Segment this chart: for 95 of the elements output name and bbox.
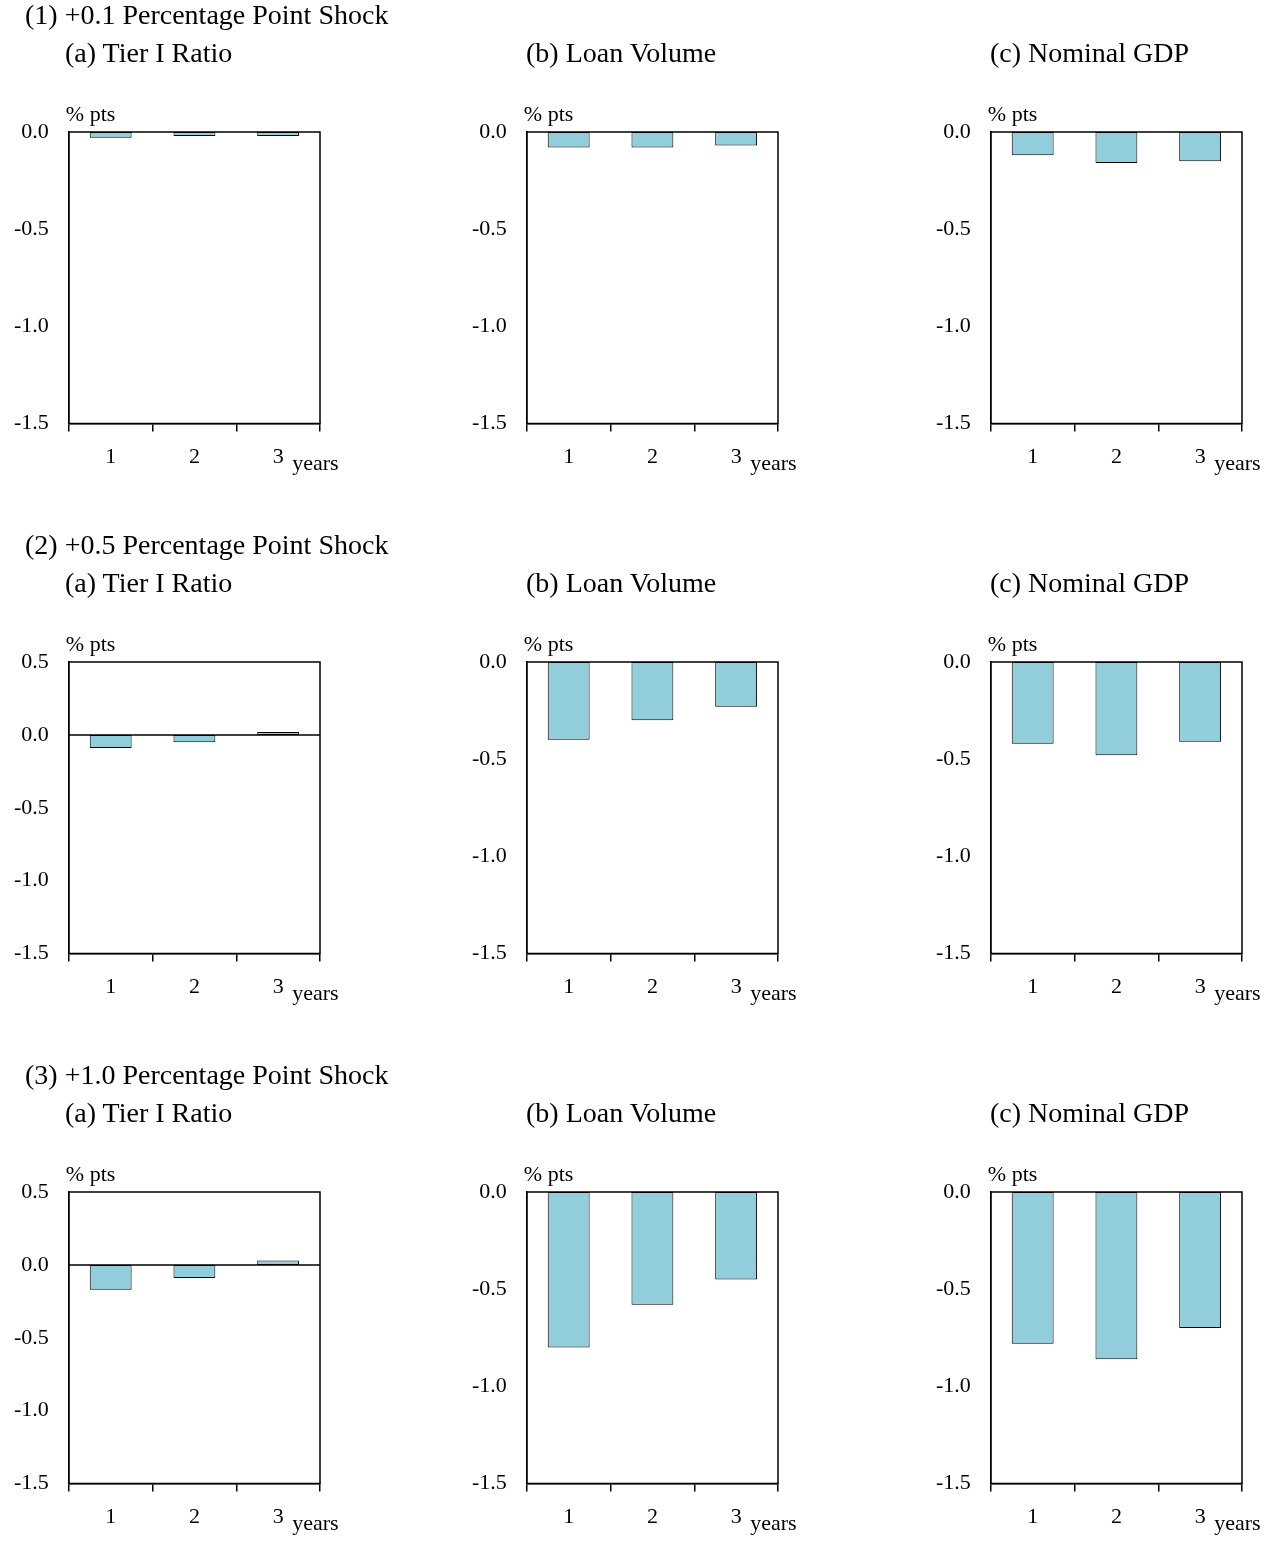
y-tick-label: -1.5	[472, 1469, 507, 1495]
x-axis-title: years	[750, 980, 797, 1006]
y-tick-label: 0.0	[21, 117, 49, 143]
x-tick-label: 1	[1027, 972, 1039, 998]
y-axis-title: % pts	[523, 100, 574, 126]
y-tick-label: -1.5	[936, 1469, 971, 1495]
chart-title: (c) Nominal GDP	[990, 37, 1190, 68]
x-axis-title: years	[750, 450, 797, 476]
y-tick-label: -1.5	[14, 939, 49, 965]
chart-title: (c) Nominal GDP	[990, 567, 1190, 598]
y-tick-label: 0.0	[943, 647, 971, 673]
y-tick-label: -1.0	[936, 842, 971, 868]
y-tick-label: 0.0	[479, 117, 507, 143]
y-tick-label: -1.0	[472, 312, 507, 338]
x-tick-label: 2	[646, 972, 658, 998]
chart-title: (b) Loan Volume	[526, 1097, 717, 1128]
x-tick-label: 3	[272, 442, 284, 468]
x-axis-title: years	[292, 1510, 339, 1536]
chart-subtitle: (a) Tier I Ratio	[65, 37, 233, 68]
x-tick-label: 2	[646, 1502, 658, 1528]
y-tick-label: -0.5	[14, 793, 49, 819]
y-axis-title: % pts	[987, 100, 1038, 126]
x-axis-title: years	[750, 1510, 797, 1536]
x-tick-label: 2	[188, 1502, 200, 1528]
y-axis-title: % pts	[523, 630, 574, 656]
x-axis-title: years	[292, 980, 339, 1006]
x-tick-label: 2	[1110, 442, 1122, 468]
x-tick-label: 3	[730, 972, 742, 998]
y-tick-label: -1.0	[472, 1372, 507, 1398]
x-tick-label: 2	[1110, 1502, 1122, 1528]
x-tick-label: 1	[563, 442, 575, 468]
y-tick-label: -1.0	[14, 866, 49, 892]
x-tick-label: 3	[1194, 1502, 1206, 1528]
x-tick-label: 3	[730, 442, 742, 468]
x-tick-label: 1	[105, 972, 117, 998]
y-tick-label: -0.5	[936, 744, 971, 770]
x-tick-label: 1	[563, 1502, 575, 1528]
x-tick-label: 2	[188, 442, 200, 468]
y-tick-label: -1.0	[472, 842, 507, 868]
y-tick-label: -0.5	[14, 214, 49, 240]
x-tick-label: 1	[1027, 442, 1039, 468]
y-axis-title: % pts	[65, 1160, 116, 1186]
y-tick-label: -1.5	[14, 1469, 49, 1495]
y-tick-label: 0.0	[21, 720, 49, 746]
x-tick-label: 1	[563, 972, 575, 998]
chart-title: (c) Nominal GDP	[990, 1097, 1190, 1128]
x-tick-label: 2	[1110, 972, 1122, 998]
x-tick-label: 1	[105, 442, 117, 468]
y-tick-label: -1.5	[936, 939, 971, 965]
x-axis-title: years	[1214, 1510, 1261, 1536]
y-tick-label: -1.5	[472, 939, 507, 965]
chart-title: (b) Loan Volume	[526, 37, 717, 68]
chart-subtitle: (a) Tier I Ratio	[65, 567, 233, 598]
y-tick-label: -0.5	[472, 1274, 507, 1300]
x-axis-title: years	[1214, 980, 1261, 1006]
chart-subtitle: (a) Tier I Ratio	[65, 1097, 233, 1128]
chart-title: (1) +0.1 Percentage Point Shock	[25, 0, 389, 30]
x-tick-label: 3	[272, 972, 284, 998]
y-tick-label: 0.5	[21, 1177, 49, 1203]
y-tick-label: 0.0	[21, 1250, 49, 1276]
x-tick-label: 1	[105, 1502, 117, 1528]
x-tick-label: 3	[272, 1502, 284, 1528]
chart-title: (3) +1.0 Percentage Point Shock	[25, 1059, 389, 1090]
y-tick-label: 0.0	[479, 1177, 507, 1203]
x-axis-title: years	[292, 450, 339, 476]
x-tick-label: 2	[646, 442, 658, 468]
x-tick-label: 3	[1194, 442, 1206, 468]
y-tick-label: -0.5	[472, 744, 507, 770]
chart-title: (2) +0.5 Percentage Point Shock	[25, 529, 389, 560]
y-tick-label: -1.0	[14, 312, 49, 338]
y-tick-label: -1.0	[14, 1396, 49, 1422]
x-tick-label: 1	[1027, 1502, 1039, 1528]
y-axis-title: % pts	[987, 630, 1038, 656]
y-tick-label: 0.0	[943, 1177, 971, 1203]
x-axis-title: years	[1214, 450, 1261, 476]
y-tick-label: -1.5	[472, 409, 507, 435]
y-tick-label: 0.0	[943, 117, 971, 143]
y-tick-label: -1.0	[936, 312, 971, 338]
y-tick-label: -0.5	[936, 214, 971, 240]
y-tick-label: -0.5	[14, 1323, 49, 1349]
x-tick-label: 3	[1194, 972, 1206, 998]
y-tick-label: -0.5	[936, 1274, 971, 1300]
y-tick-label: -1.0	[936, 1372, 971, 1398]
y-axis-title: % pts	[65, 630, 116, 656]
y-tick-label: -1.5	[14, 409, 49, 435]
y-tick-label: -0.5	[472, 214, 507, 240]
y-axis-title: % pts	[987, 1160, 1038, 1186]
y-tick-label: 0.5	[21, 647, 49, 673]
chart-title: (b) Loan Volume	[526, 567, 717, 598]
y-tick-label: -1.5	[936, 409, 971, 435]
y-axis-title: % pts	[523, 1160, 574, 1186]
x-tick-label: 2	[188, 972, 200, 998]
x-tick-label: 3	[730, 1502, 742, 1528]
y-axis-title: % pts	[65, 100, 116, 126]
y-tick-label: 0.0	[479, 647, 507, 673]
